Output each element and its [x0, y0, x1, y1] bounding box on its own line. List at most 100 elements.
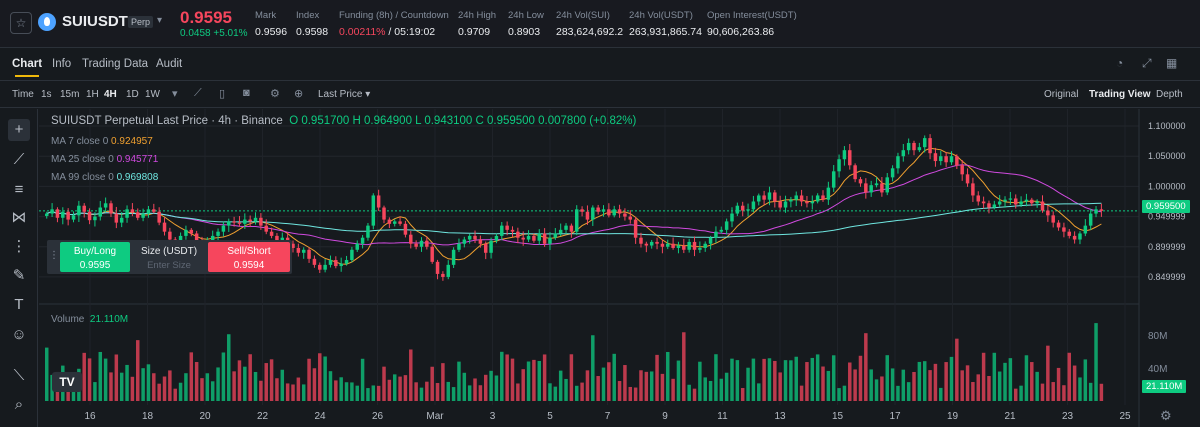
view-depth[interactable]: Depth	[1156, 89, 1183, 100]
ma25-line	[46, 164, 1102, 246]
interval-1w[interactable]: 1W	[145, 89, 160, 100]
chevron-down-icon[interactable]: ▾	[172, 88, 178, 100]
view-original[interactable]: Original	[1044, 89, 1079, 100]
emoji-icon[interactable]: ☺	[11, 326, 27, 343]
interval-15m[interactable]: 15m	[60, 89, 80, 100]
candle-body	[237, 222, 242, 224]
chevron-down-icon[interactable]: ▾	[157, 15, 163, 26]
candle-body	[992, 204, 997, 208]
volume-bar	[1024, 355, 1029, 401]
candle-body	[259, 217, 263, 226]
candle-body	[71, 215, 76, 220]
tab-trading-data[interactable]: Trading Data	[82, 58, 149, 70]
view-trading-view[interactable]: Trading View	[1089, 89, 1151, 100]
volume-bar	[864, 333, 868, 401]
volume-bar	[687, 384, 691, 401]
horizontal-lines-icon[interactable]: ≡	[14, 181, 24, 198]
add-indicator-icon[interactable]: ⊕	[294, 88, 304, 100]
sell-short-button[interactable]: Sell/Short 0.9594	[208, 242, 290, 272]
date-axis-label: 26	[372, 411, 384, 422]
candle-body	[1072, 235, 1077, 240]
volume-bar	[1088, 382, 1093, 401]
interval-1d[interactable]: 1D	[126, 89, 139, 100]
ruler-icon[interactable]: ⟍	[13, 367, 25, 384]
volume-bar	[724, 372, 729, 401]
volume-bar	[853, 369, 857, 401]
settings-icon[interactable]: ⚙	[270, 88, 280, 100]
volume-bar	[537, 360, 542, 401]
volume-bar	[210, 381, 215, 401]
bell-icon[interactable]: ◔	[1116, 56, 1124, 70]
candle-body	[628, 216, 633, 220]
volume-bar	[1030, 362, 1034, 401]
candle-body	[414, 243, 418, 247]
candle-body	[178, 235, 183, 244]
tab-info[interactable]: Info	[52, 58, 72, 70]
volume-bar	[285, 383, 290, 401]
candle-body	[596, 207, 600, 212]
candle-body	[778, 201, 782, 208]
price-axis-label: 1.000000	[1148, 181, 1186, 191]
crosshair-icon[interactable]: +	[8, 119, 30, 141]
drag-handle-icon[interactable]: ⋮	[49, 250, 59, 261]
volume-bar	[831, 355, 836, 401]
trend-line-icon[interactable]: ⟋	[13, 151, 25, 168]
candle-body	[532, 235, 536, 241]
pattern-icon[interactable]: ⋈	[11, 209, 27, 226]
candle-body	[564, 225, 568, 230]
candle-body	[521, 237, 525, 240]
candle-body	[558, 229, 563, 234]
interval-1s[interactable]: 1s	[41, 89, 52, 100]
candle-body	[483, 243, 488, 253]
date-axis-label: 25	[1119, 411, 1131, 422]
volume-bar	[815, 354, 820, 401]
volume-bar	[355, 385, 359, 401]
volume-bar	[1094, 323, 1098, 401]
interval-4h[interactable]: 4H	[104, 89, 117, 100]
size-input[interactable]: Size (USDT) Enter Size	[140, 246, 198, 271]
volume-bar	[676, 360, 681, 401]
fib-icon[interactable]: ⋮	[11, 238, 27, 255]
tab-audit[interactable]: Audit	[156, 58, 183, 70]
candle-body	[269, 231, 274, 236]
layout-grid-icon[interactable]: ▦	[1166, 56, 1178, 70]
candle-body	[537, 233, 542, 241]
candle-type-icon[interactable]: ▯	[219, 88, 226, 100]
candle-body	[542, 233, 547, 244]
indicator-icon[interactable]: ⟋	[194, 87, 202, 99]
candle-body	[489, 240, 493, 253]
candle-body	[960, 165, 964, 175]
buy-long-button[interactable]: Buy/Long 0.9595	[60, 242, 130, 272]
volume-bar	[1062, 385, 1066, 401]
candle-body	[162, 222, 167, 232]
volume-bar	[307, 358, 311, 401]
symbol-name[interactable]: SUIUSDT	[62, 13, 128, 30]
candle-body	[906, 142, 911, 151]
candle-body	[810, 201, 815, 204]
candle-body	[591, 207, 595, 220]
volume-bar	[248, 354, 252, 401]
volume-bar	[794, 356, 798, 401]
candle-body	[912, 142, 916, 151]
candle-body	[152, 209, 156, 212]
candle-body	[848, 150, 852, 166]
candle-body	[387, 219, 392, 224]
star-icon[interactable]: ☆	[10, 12, 32, 34]
volume-bar	[789, 360, 793, 401]
candle-body	[730, 213, 734, 222]
volume-bar	[371, 385, 376, 401]
camera-icon[interactable]: ◙	[243, 87, 250, 99]
volume-bar	[45, 347, 49, 401]
candle-body	[837, 159, 841, 172]
price-type-select[interactable]: Last Price ▾	[318, 89, 371, 100]
text-icon[interactable]: T	[14, 296, 24, 313]
brush-icon[interactable]: ✎	[12, 267, 26, 284]
zoom-icon[interactable]: ⌕	[14, 396, 24, 413]
gear-icon[interactable]: ⚙	[1160, 408, 1172, 423]
expand-icon[interactable]: ⤢	[1142, 56, 1152, 70]
tab-chart[interactable]: Chart	[12, 58, 43, 77]
candle-body	[676, 245, 681, 248]
candle-body	[50, 209, 54, 214]
interval-1h[interactable]: 1H	[86, 89, 99, 100]
volume-bar	[301, 384, 306, 401]
